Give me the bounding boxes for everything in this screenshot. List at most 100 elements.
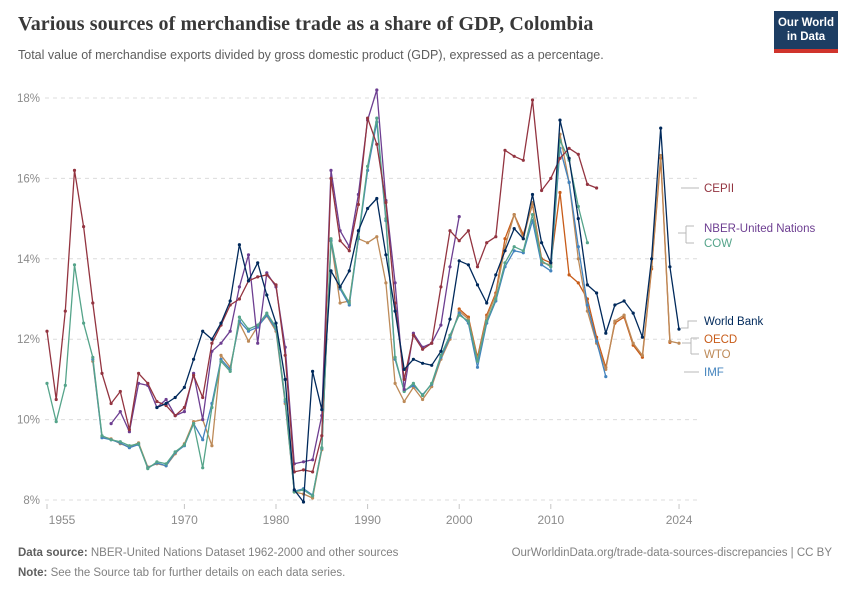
- data-point: [439, 285, 443, 289]
- data-point: [311, 369, 315, 373]
- data-point: [192, 422, 196, 426]
- data-point: [448, 317, 452, 321]
- footer-citation-link[interactable]: OurWorldinData.org/trade-data-sources-di…: [511, 547, 832, 559]
- data-point: [219, 341, 223, 345]
- data-point: [411, 333, 415, 337]
- data-point: [137, 371, 141, 375]
- data-point: [72, 263, 77, 267]
- data-point: [512, 213, 516, 217]
- data-point: [475, 365, 480, 369]
- chart-subtitle: Total value of merchandise exports divid…: [18, 48, 604, 62]
- footer-source-note: Data source: NBER-United Nations Dataset…: [18, 543, 398, 583]
- data-point: [210, 444, 214, 448]
- data-point: [100, 371, 104, 375]
- data-point: [329, 168, 333, 172]
- data-point: [375, 235, 379, 239]
- data-point: [466, 229, 470, 233]
- data-point: [567, 146, 571, 150]
- legend-connector-2: [681, 320, 697, 329]
- data-point: [503, 237, 507, 241]
- data-point: [421, 393, 425, 398]
- data-point: [237, 285, 241, 289]
- data-point: [512, 154, 516, 158]
- data-point: [82, 225, 86, 229]
- data-point: [494, 297, 498, 301]
- data-point: [210, 337, 214, 341]
- logo-line-2: in Data: [786, 31, 826, 44]
- data-point: [512, 245, 516, 249]
- logo-line-1: Our World: [777, 17, 834, 29]
- data-point: [393, 355, 397, 359]
- data-point: [356, 229, 360, 233]
- data-point: [540, 188, 544, 193]
- data-point: [173, 395, 177, 400]
- data-point: [356, 202, 360, 207]
- legend-label-wto[interactable]: WTO: [704, 349, 731, 361]
- data-point: [384, 200, 388, 205]
- data-point: [228, 369, 232, 373]
- data-point: [201, 329, 205, 333]
- data-point: [347, 249, 351, 253]
- legend-label-nber-united-nations[interactable]: NBER-United Nations: [704, 223, 815, 235]
- data-point: [100, 434, 104, 438]
- data-point: [659, 126, 663, 130]
- data-point: [210, 405, 214, 410]
- data-point: [677, 327, 681, 331]
- data-point: [485, 241, 489, 245]
- x-axis-label-1970: 1970: [171, 513, 198, 527]
- data-source-text: NBER-United Nations Dataset 1962-2000 an…: [87, 547, 399, 559]
- data-point: [329, 269, 333, 273]
- data-point: [540, 259, 544, 263]
- data-point: [201, 438, 205, 442]
- legend-label-oecd[interactable]: OECD: [704, 334, 737, 346]
- data-point: [384, 281, 388, 285]
- data-point: [549, 176, 553, 180]
- data-point: [265, 273, 269, 277]
- y-axis-label-8: 8%: [23, 495, 40, 507]
- data-point: [540, 241, 544, 245]
- legend-label-cepii[interactable]: CEPII: [704, 183, 734, 195]
- data-source-line: Data source: NBER-United Nations Dataset…: [18, 543, 398, 563]
- data-point: [567, 156, 571, 160]
- data-point: [430, 363, 434, 367]
- data-point: [256, 323, 260, 327]
- legend-label-cow[interactable]: COW: [704, 238, 732, 250]
- data-point: [265, 311, 269, 315]
- x-axis-label-1955: 1955: [49, 513, 76, 527]
- y-axis-label-12: 12%: [17, 334, 40, 346]
- data-point: [485, 319, 489, 323]
- data-point: [45, 381, 49, 385]
- data-point: [237, 315, 241, 319]
- data-point: [421, 347, 425, 351]
- data-point: [54, 420, 58, 424]
- data-point: [256, 261, 260, 265]
- data-point: [585, 303, 590, 307]
- data-point: [576, 217, 580, 221]
- x-axis-label-2024: 2024: [666, 513, 693, 527]
- data-point: [521, 249, 525, 253]
- data-point: [448, 333, 452, 337]
- data-point: [576, 245, 580, 249]
- data-point: [320, 408, 324, 412]
- data-point: [256, 275, 260, 279]
- data-point: [72, 168, 77, 172]
- data-point: [118, 440, 122, 444]
- data-point: [439, 349, 443, 353]
- data-point: [421, 361, 425, 365]
- data-point: [210, 341, 214, 345]
- legend-label-world-bank[interactable]: World Bank: [704, 316, 763, 328]
- data-point: [512, 249, 516, 253]
- data-point: [301, 468, 306, 472]
- y-axis-label-16: 16%: [17, 173, 40, 185]
- data-point: [329, 237, 333, 241]
- data-point: [201, 395, 205, 400]
- legend-label-imf[interactable]: IMF: [704, 367, 724, 379]
- data-point: [393, 309, 397, 313]
- data-point: [411, 381, 415, 385]
- data-point: [457, 313, 461, 317]
- data-point: [631, 311, 635, 315]
- data-point: [576, 204, 580, 209]
- data-point: [430, 341, 434, 345]
- data-point: [466, 263, 470, 267]
